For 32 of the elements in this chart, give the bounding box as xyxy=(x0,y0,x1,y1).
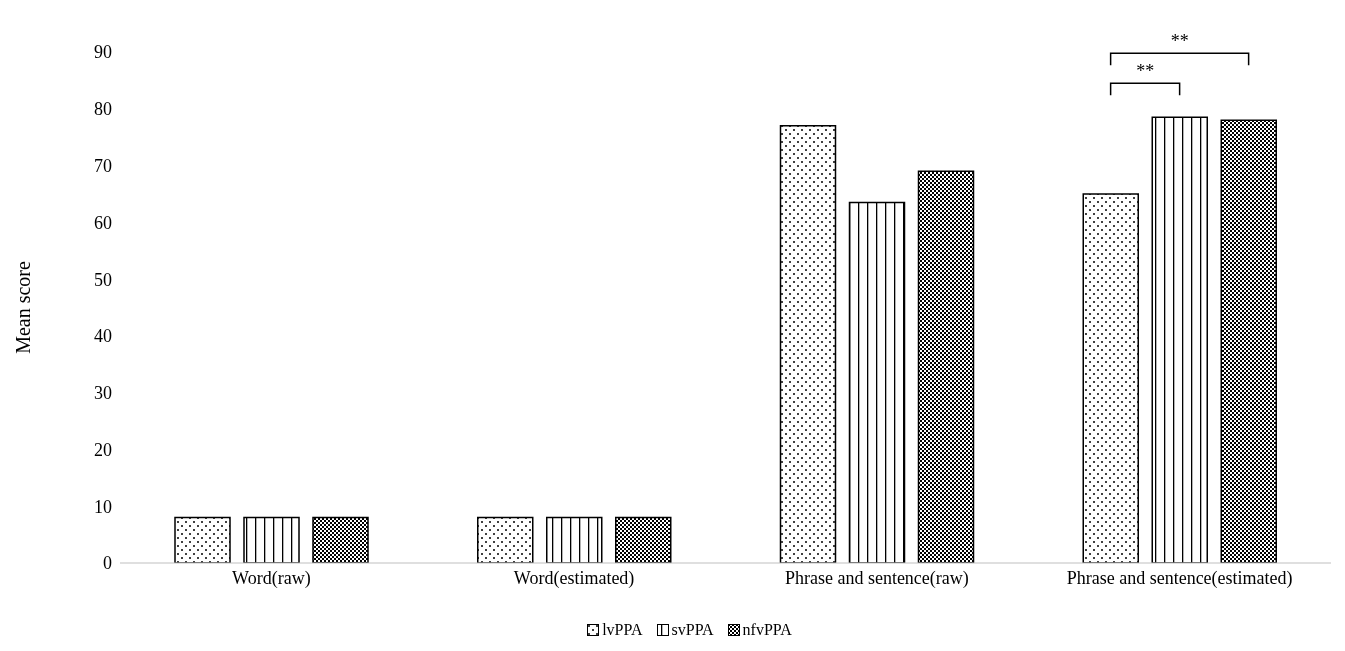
y-tick-label: 90 xyxy=(94,42,112,63)
bar xyxy=(615,516,672,563)
legend-label: svPPA xyxy=(670,621,714,639)
y-tick-label: 80 xyxy=(94,99,112,120)
y-tick-label: 70 xyxy=(94,155,112,176)
bar xyxy=(1220,119,1277,563)
x-tick-label: Phrase and sentence(raw) xyxy=(784,567,969,589)
bar xyxy=(477,516,534,563)
x-tick-label: Phrase and sentence(estimated) xyxy=(1066,567,1293,589)
bar xyxy=(243,516,300,563)
bar xyxy=(1151,116,1208,563)
y-tick-label: 10 xyxy=(94,496,112,517)
bar xyxy=(312,516,369,563)
x-tick-label: Word(estimated) xyxy=(513,567,635,589)
bar xyxy=(779,125,837,563)
bar xyxy=(848,201,906,563)
y-tick-label: 40 xyxy=(94,326,112,347)
legend-label: lvPPA xyxy=(601,621,643,639)
bar xyxy=(1082,193,1139,563)
x-tick-label: Word(raw) xyxy=(232,567,311,589)
text: ** xyxy=(1170,31,1189,52)
y-tick-label: 60 xyxy=(94,212,112,233)
y-tick-label: 20 xyxy=(94,439,112,460)
bar xyxy=(174,516,231,563)
annotation: ** xyxy=(1136,61,1155,82)
y-tick-label: 30 xyxy=(94,383,112,404)
bar xyxy=(546,516,603,563)
y-tick-label: 50 xyxy=(94,269,112,290)
bar xyxy=(917,170,975,563)
y-tick-label: 0 xyxy=(103,553,112,574)
legend-label: nfvPPA xyxy=(741,621,792,639)
y-axis-title: Mean score xyxy=(12,261,35,354)
